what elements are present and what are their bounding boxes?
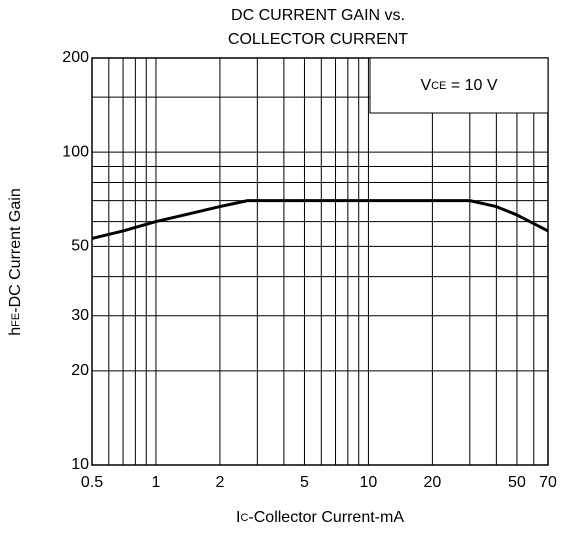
x-tick-label: 2: [215, 474, 224, 491]
x-tick-label: 0.5: [81, 474, 103, 491]
annotation-box: [369, 57, 549, 114]
y-tick-label: 10: [71, 456, 89, 473]
y-tick-label: 20: [71, 362, 89, 379]
x-tick-label: 1: [152, 474, 161, 491]
x-axis-label: IC-Collector Current-mA: [236, 509, 404, 526]
annotation-part: = 10 V: [446, 77, 497, 94]
x-tick-label: 70: [539, 474, 557, 491]
plot-frame: [91, 57, 549, 466]
annotation-part: CE: [431, 80, 446, 92]
x-tick-label: 5: [300, 474, 309, 491]
x-tick-label: 50: [508, 474, 526, 491]
annotation: VCE = 10 V: [420, 77, 497, 94]
annotation-part: V: [420, 77, 431, 94]
x-tick-label: 10: [360, 474, 378, 491]
x-tick-label: 20: [424, 474, 442, 491]
y-tick-label: 30: [71, 307, 89, 324]
chart-title: COLLECTOR CURRENT: [228, 31, 408, 48]
y-axis-label: hFE-DC Current Gain: [7, 188, 24, 335]
series-line: [91, 199, 549, 240]
y-tick-label: 50: [71, 238, 89, 255]
y-tick-label: 100: [62, 143, 89, 160]
chart-title: DC CURRENT GAIN vs.: [231, 7, 405, 24]
y-tick-label: 200: [62, 49, 89, 66]
